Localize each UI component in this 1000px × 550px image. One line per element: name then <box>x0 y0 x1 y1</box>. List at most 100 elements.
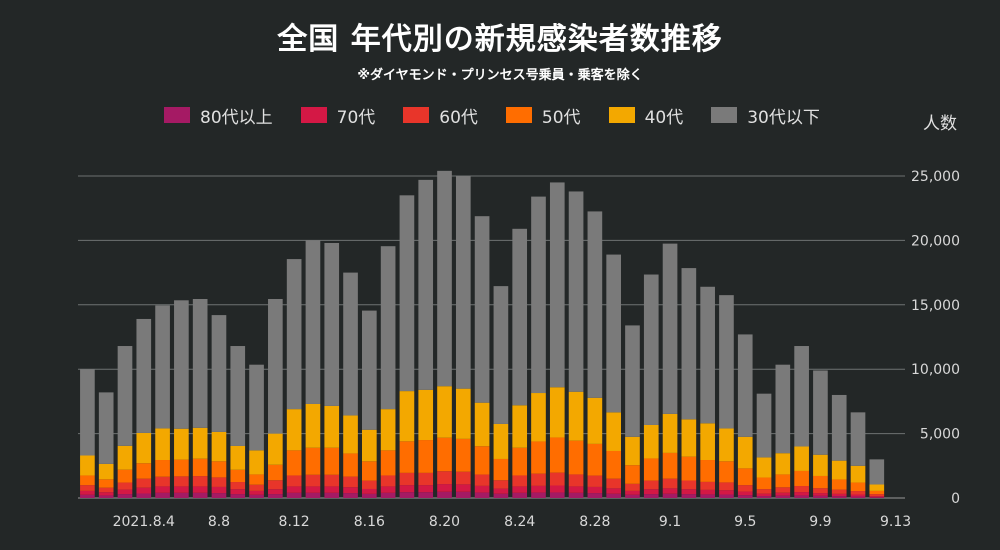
bar-segment <box>211 477 227 487</box>
bar-segment <box>361 461 377 481</box>
legend-item: 50代 <box>505 103 581 128</box>
bar-segment <box>549 182 565 388</box>
bar-segment <box>455 471 471 485</box>
y-tick-label: 20,000 <box>911 233 960 249</box>
bar-segment <box>606 478 622 489</box>
bar-segment <box>286 492 302 498</box>
bar-segment <box>268 464 283 481</box>
bar-segment <box>230 445 246 470</box>
bar-segment <box>380 492 396 498</box>
bar-segment <box>343 493 358 498</box>
bar-segment <box>549 387 565 438</box>
bar-segment <box>775 492 791 496</box>
bar-segment <box>117 482 133 490</box>
y-tick-label: 0 <box>951 491 960 507</box>
bar-segment <box>155 305 170 429</box>
bar-segment <box>117 346 133 446</box>
bar-segment <box>249 450 264 475</box>
bar-segment <box>455 438 471 472</box>
bar-segment <box>662 488 678 494</box>
bar-segment <box>474 216 490 403</box>
bar-segment <box>98 392 114 464</box>
bar-segment <box>211 315 227 432</box>
bar-segment <box>775 364 791 454</box>
bar-segment <box>418 472 434 486</box>
bar-segment <box>662 243 678 414</box>
bar-segment <box>493 458 509 481</box>
bar-segment <box>531 393 546 442</box>
bar-segment <box>587 493 603 498</box>
bar-segment <box>775 487 791 493</box>
bar-segment <box>737 334 753 437</box>
bar-segment <box>869 484 885 491</box>
bar-segment <box>343 476 358 488</box>
bar-segment <box>587 475 603 487</box>
bar-segment <box>794 492 809 496</box>
bar-segment <box>136 318 152 433</box>
legend-swatch <box>403 107 430 123</box>
bar-segment <box>399 391 415 442</box>
bar-segment <box>305 403 321 448</box>
bar-segment <box>794 346 809 447</box>
bar-segment <box>831 479 847 490</box>
bar-segment <box>719 490 734 495</box>
y-tick-label: 15,000 <box>911 298 960 314</box>
bar-segment <box>98 495 114 498</box>
bar-segment <box>117 494 133 498</box>
bar-segment <box>737 436 753 469</box>
x-tick-label: 8.24 <box>504 514 535 530</box>
bar-segment <box>399 195 415 392</box>
bar-segment <box>286 259 302 410</box>
chart-title: 全国 年代別の新規感染者数推移 <box>277 22 723 57</box>
bar-segment <box>531 441 546 474</box>
bar-segment <box>305 474 321 487</box>
bar-segment <box>174 476 189 487</box>
bar-segment <box>155 476 170 487</box>
bar-segment <box>380 450 396 476</box>
bar-segment <box>681 419 697 457</box>
bar-segment <box>531 492 546 498</box>
bar-segment <box>719 461 734 483</box>
bar-segment <box>606 450 622 479</box>
legend-swatch <box>505 107 532 123</box>
bar-segment <box>568 440 584 475</box>
bar-segment <box>249 490 264 495</box>
bar-segment <box>587 443 603 476</box>
bar-segment <box>869 459 885 485</box>
bar-segment <box>268 489 283 495</box>
bar-segment <box>136 493 152 498</box>
bar-segment <box>831 496 847 498</box>
bar-segment <box>268 299 283 434</box>
bar-segment <box>399 441 415 473</box>
x-tick-label: 8.16 <box>354 514 385 530</box>
bar-segment <box>80 475 95 486</box>
bar-segment <box>155 486 170 493</box>
legend-swatch <box>164 107 190 123</box>
bar-segment <box>437 471 452 485</box>
legend-label: 70代 <box>336 107 376 128</box>
bar-segment <box>361 429 377 462</box>
bar-segment <box>493 488 509 494</box>
bar-segment <box>455 484 471 492</box>
bar-segment <box>813 495 828 498</box>
bar-segment <box>869 497 885 498</box>
bar-segment <box>813 493 828 496</box>
x-tick-label: 8.12 <box>279 514 310 530</box>
x-tick-label: 8.20 <box>429 514 460 530</box>
bar-segment <box>775 474 791 488</box>
bar-segment <box>662 413 678 453</box>
bar-segment <box>493 493 509 498</box>
bar-segment <box>80 494 95 498</box>
bar-segment <box>286 475 302 487</box>
bar-segment <box>643 494 659 498</box>
bar-segment <box>230 469 246 483</box>
bar-segment <box>343 487 358 494</box>
bar-segment <box>587 486 603 494</box>
bar-segment <box>756 496 772 498</box>
bar-segment <box>737 468 753 486</box>
x-tick-label: 9.5 <box>734 514 756 530</box>
bar-segment <box>98 479 114 488</box>
bar-segment <box>531 196 546 394</box>
bar-segment <box>117 489 133 495</box>
bar-segment <box>174 492 189 498</box>
